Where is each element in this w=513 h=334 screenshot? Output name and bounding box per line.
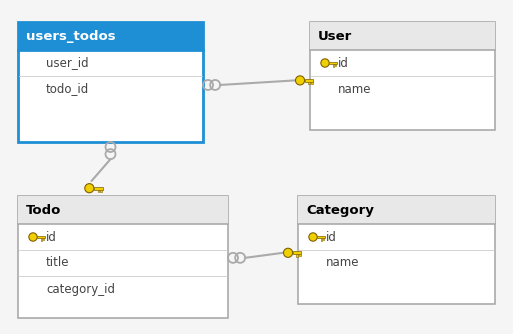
- FancyBboxPatch shape: [298, 196, 495, 304]
- Bar: [305, 79, 313, 82]
- Bar: [323, 238, 324, 240]
- Bar: [37, 236, 45, 238]
- Circle shape: [321, 59, 329, 67]
- Text: category_id: category_id: [46, 283, 115, 296]
- Bar: [317, 236, 325, 238]
- Bar: [41, 238, 42, 241]
- Bar: [43, 238, 45, 240]
- Bar: [100, 190, 102, 192]
- Text: id: id: [46, 230, 57, 243]
- Circle shape: [309, 233, 317, 241]
- FancyBboxPatch shape: [310, 22, 495, 50]
- Text: name: name: [338, 82, 371, 96]
- Text: user_id: user_id: [46, 56, 89, 69]
- Bar: [292, 252, 301, 254]
- Text: Todo: Todo: [26, 203, 62, 216]
- Bar: [333, 64, 334, 67]
- FancyBboxPatch shape: [18, 22, 203, 50]
- Circle shape: [295, 76, 305, 85]
- Text: users_todos: users_todos: [26, 29, 115, 42]
- Bar: [321, 238, 322, 241]
- FancyBboxPatch shape: [310, 22, 495, 130]
- Bar: [299, 254, 301, 256]
- FancyBboxPatch shape: [18, 22, 203, 142]
- Text: id: id: [326, 230, 337, 243]
- FancyBboxPatch shape: [18, 196, 228, 318]
- FancyBboxPatch shape: [18, 196, 228, 224]
- Text: Category: Category: [306, 203, 374, 216]
- Bar: [329, 62, 337, 64]
- Bar: [311, 82, 312, 84]
- Text: todo_id: todo_id: [46, 82, 89, 96]
- Bar: [297, 254, 298, 257]
- Text: id: id: [338, 56, 349, 69]
- Bar: [335, 64, 337, 66]
- Bar: [308, 82, 310, 85]
- Circle shape: [284, 248, 292, 258]
- Circle shape: [29, 233, 37, 241]
- Bar: [98, 190, 100, 192]
- Text: name: name: [326, 257, 360, 270]
- Circle shape: [85, 184, 94, 193]
- FancyBboxPatch shape: [298, 196, 495, 224]
- Text: User: User: [318, 29, 352, 42]
- Bar: [94, 187, 103, 190]
- Text: title: title: [46, 257, 69, 270]
